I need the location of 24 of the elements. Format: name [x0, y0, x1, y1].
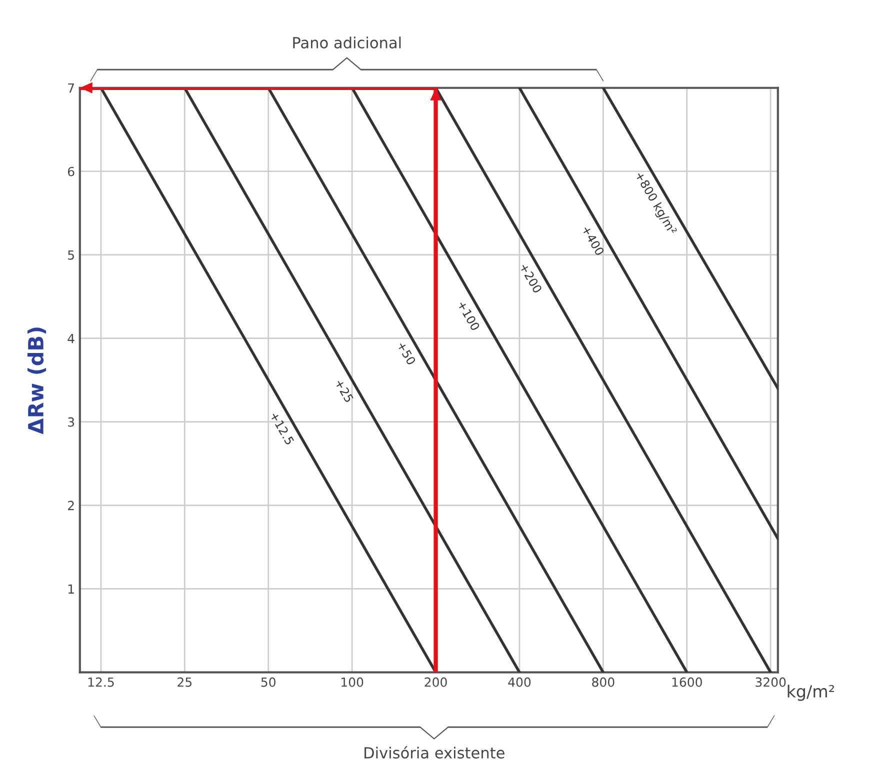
text: +25 — [334, 378, 354, 403]
x-tick-label: 400 — [508, 677, 531, 687]
y-axis-title: ΔRw (dB) — [27, 328, 46, 434]
y-tick-label: 2 — [68, 500, 74, 510]
text: Pano adicional — [293, 36, 401, 48]
x-tick-label: 50 — [261, 677, 276, 687]
text: +50 — [396, 341, 416, 366]
text: Divisória existente — [364, 746, 504, 759]
y-tick-label: 6 — [68, 166, 74, 176]
x-tick-label: 800 — [592, 677, 614, 687]
y-tick-label: 7 — [68, 83, 74, 93]
x-axis-title: kg/m² — [788, 684, 834, 701]
y-tick-label: 3 — [68, 417, 74, 427]
y-tick-label: 4 — [68, 334, 74, 344]
y-tick-label: 1 — [68, 584, 74, 594]
text: +400 — [582, 225, 605, 256]
x-tick-label: 100 — [342, 677, 364, 687]
x-tick-label: 3200 — [756, 677, 786, 687]
x-tick-label: 25 — [178, 677, 192, 687]
x-tick-label: 12.5 — [88, 677, 114, 687]
y-tick-label: 5 — [68, 250, 74, 260]
text: +100 — [457, 300, 480, 332]
x-tick-label: 200 — [424, 677, 447, 687]
x-tick-label: 1600 — [672, 677, 702, 687]
